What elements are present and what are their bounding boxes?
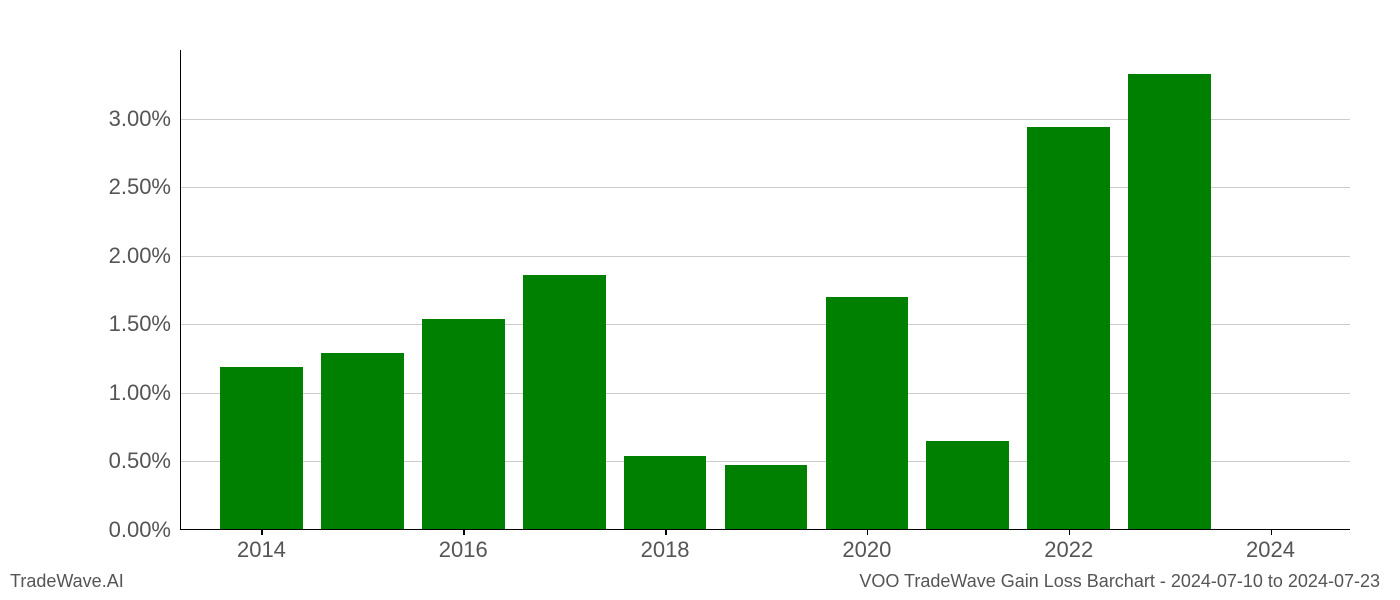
x-tick-label: 2024 — [1246, 537, 1295, 563]
bar — [926, 441, 1009, 529]
y-tick-label: 0.00% — [109, 517, 171, 543]
y-tick-label: 2.00% — [109, 243, 171, 269]
y-tick-label: 1.00% — [109, 380, 171, 406]
bar — [220, 367, 303, 529]
x-tick-label: 2020 — [842, 537, 891, 563]
x-tick — [1271, 529, 1273, 535]
x-tick — [665, 529, 667, 535]
x-tick — [1069, 529, 1071, 535]
x-tick-label: 2022 — [1044, 537, 1093, 563]
x-tick-label: 2018 — [641, 537, 690, 563]
x-tick — [261, 529, 263, 535]
footer-right-text: VOO TradeWave Gain Loss Barchart - 2024-… — [859, 571, 1380, 592]
x-tick-label: 2016 — [439, 537, 488, 563]
x-tick-label: 2014 — [237, 537, 286, 563]
footer-left-text: TradeWave.AI — [10, 571, 124, 592]
bar — [321, 353, 404, 529]
y-tick-label: 2.50% — [109, 174, 171, 200]
y-tick-label: 0.50% — [109, 448, 171, 474]
y-tick-label: 3.00% — [109, 106, 171, 132]
plot-area: 0.00%0.50%1.00%1.50%2.00%2.50%3.00%20142… — [180, 50, 1350, 530]
x-tick — [867, 529, 869, 535]
chart-container: 0.00%0.50%1.00%1.50%2.00%2.50%3.00%20142… — [180, 50, 1350, 530]
bar — [523, 275, 606, 529]
bar — [1027, 127, 1110, 529]
bar — [624, 456, 707, 529]
bar — [826, 297, 909, 529]
y-tick-label: 1.50% — [109, 311, 171, 337]
bar — [1128, 74, 1211, 529]
bar — [725, 465, 808, 529]
bar — [422, 319, 505, 529]
x-tick — [463, 529, 465, 535]
